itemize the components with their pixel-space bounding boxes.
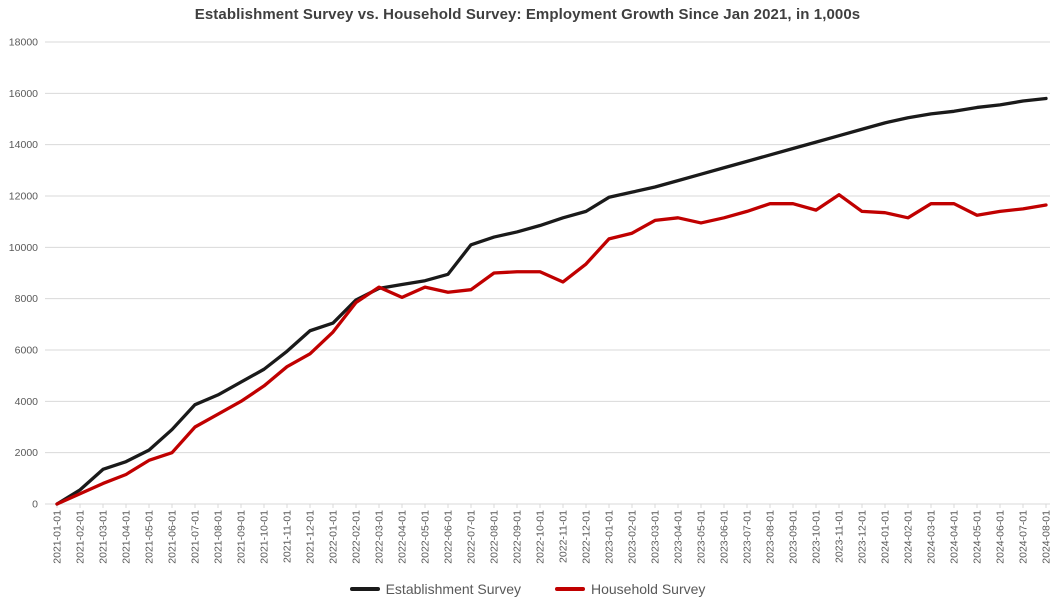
x-tick-label: 2023-10-01 xyxy=(811,510,823,564)
legend-item-establishment-survey: Establishment Survey xyxy=(349,580,521,597)
legend-label-establishment-survey: Establishment Survey xyxy=(385,581,521,597)
x-tick-label: 2024-02-01 xyxy=(903,510,915,564)
chart-title: Establishment Survey vs. Household Surve… xyxy=(194,6,861,23)
x-tick-label: 2022-06-01 xyxy=(443,510,455,564)
y-tick-label: 10000 xyxy=(9,242,38,254)
x-tick-label: 2021-02-01 xyxy=(75,510,87,564)
x-tick-label: 2022-11-01 xyxy=(558,510,570,563)
x-tick-label: 2024-03-01 xyxy=(926,510,938,564)
x-tick-label: 2022-08-01 xyxy=(489,510,501,564)
x-tick-label: 2024-05-01 xyxy=(972,510,984,564)
x-tick-label: 2023-02-01 xyxy=(627,510,639,564)
household-line-swatch-icon xyxy=(555,587,585,591)
x-tick-label: 2024-08-01 xyxy=(1041,510,1053,564)
x-tick-label: 2022-12-01 xyxy=(581,510,593,564)
y-tick-label: 4000 xyxy=(15,396,39,408)
x-tick-label: 2023-07-01 xyxy=(742,510,754,564)
x-tick-label: 2022-02-01 xyxy=(351,510,363,564)
x-tick-label: 2021-04-01 xyxy=(121,510,133,564)
x-tick-label: 2023-12-01 xyxy=(857,510,869,564)
y-tick-label: 12000 xyxy=(9,191,38,203)
x-tick-label: 2021-11-01 xyxy=(282,510,294,563)
series-line-establishment-survey xyxy=(55,96,1048,506)
x-tick-label: 2024-04-01 xyxy=(949,510,961,564)
x-tick-label: 2022-09-01 xyxy=(512,510,524,564)
establishment-line-swatch-icon xyxy=(349,587,380,591)
x-tick-label: 2024-07-01 xyxy=(1018,510,1030,564)
x-tick-label: 2021-06-01 xyxy=(167,510,179,564)
legend: Establishment Survey Household Survey xyxy=(0,580,1055,597)
y-tick-label: 8000 xyxy=(15,293,39,305)
x-tick-label: 2021-10-01 xyxy=(259,510,271,564)
x-tick-label: 2024-01-01 xyxy=(880,510,892,564)
y-tick-label: 6000 xyxy=(15,345,39,357)
x-tick-label: 2021-03-01 xyxy=(98,510,110,564)
y-tick-label: 0 xyxy=(32,499,38,511)
plot-svg: 0 2000 4000 6000 8000 10000 12000 14000 16000 180… xyxy=(9,37,1053,564)
y-tick-label: 18000 xyxy=(9,37,38,49)
x-tick-label: 2021-05-01 xyxy=(144,510,156,564)
y-tick-label: 14000 xyxy=(9,139,38,151)
x-tick-label: 2023-01-01 xyxy=(604,510,616,564)
x-tick-label: 2023-08-01 xyxy=(765,510,777,564)
y-tick-label: 2000 xyxy=(15,447,39,459)
x-tick-label: 2023-05-01 xyxy=(696,510,708,564)
legend-label-household-survey: Household Survey xyxy=(591,581,706,597)
x-tick-label: 2022-03-01 xyxy=(374,510,386,564)
x-tick-label: 2021-01-01 xyxy=(52,510,64,564)
series-line-household-survey xyxy=(55,193,1048,506)
x-tick-label: 2022-01-01 xyxy=(328,510,340,564)
x-tick-label: 2023-04-01 xyxy=(673,510,685,564)
x-tick-label: 2022-07-01 xyxy=(466,510,478,564)
legend-item-household-survey: Household Survey xyxy=(555,580,705,597)
x-tick-label: 2021-12-01 xyxy=(305,510,317,564)
x-tick-label: 2022-05-01 xyxy=(420,510,432,564)
x-tick-label: 2022-10-01 xyxy=(535,510,547,564)
x-tick-label: 2021-08-01 xyxy=(213,510,225,564)
x-tick-label: 2023-03-01 xyxy=(650,510,662,564)
y-tick-label: 16000 xyxy=(9,88,38,100)
x-tick-label: 2023-06-01 xyxy=(719,510,731,564)
x-tick-label: 2022-04-01 xyxy=(397,510,409,564)
x-tick-label: 2024-06-01 xyxy=(995,510,1007,564)
x-tick-label: 2023-09-01 xyxy=(788,510,800,564)
x-tick-label: 2021-09-01 xyxy=(236,510,248,564)
x-tick-label: 2021-07-01 xyxy=(190,510,202,564)
x-tick-label: 2023-11-01 xyxy=(834,510,846,563)
